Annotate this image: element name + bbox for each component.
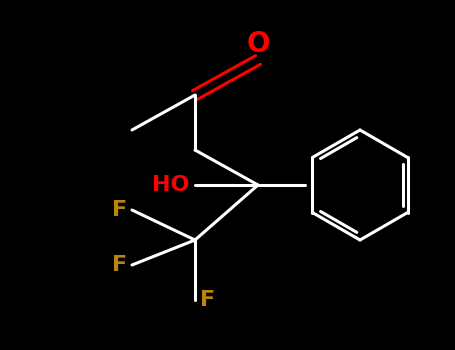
Text: F: F [112, 200, 127, 220]
Text: F: F [200, 290, 215, 310]
Text: F: F [112, 255, 127, 275]
Text: HO: HO [152, 175, 190, 195]
Text: O: O [246, 30, 270, 58]
